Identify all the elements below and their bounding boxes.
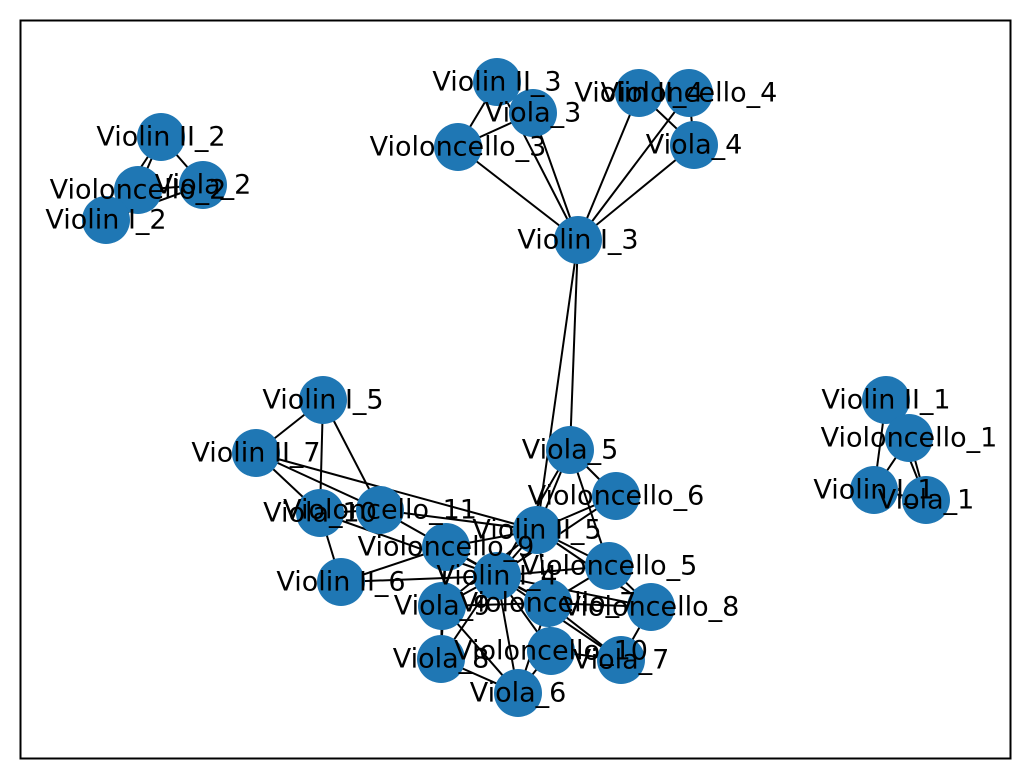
node-label-violin-i-4: Violin I_4 [436, 561, 557, 592]
node-violin-ii-2 [137, 113, 185, 161]
node-label-violoncello-10: Violoncello_10 [454, 636, 648, 667]
node-label-violoncello-8: Violoncello_8 [563, 592, 740, 623]
node-violoncello-3 [434, 123, 482, 171]
node-violin-i-5 [299, 376, 347, 424]
edge-violin-i-3--viola-5 [569, 239, 579, 451]
node-label-violin-ii-4: Violin II_4 [574, 78, 703, 109]
node-violoncello-4 [665, 69, 713, 117]
node-violoncello-9 [422, 523, 470, 571]
edge-violin-i-4--violoncello-8 [496, 575, 652, 608]
node-label-viola-9: Viola_9 [394, 591, 491, 622]
node-label-viola-7: Viola_7 [573, 645, 670, 676]
edge-violin-ii-6--violin-i-4 [340, 575, 498, 583]
node-label-viola-8: Viola_8 [393, 644, 490, 675]
node-label-violoncello-11: Violoncello_11 [283, 495, 477, 526]
edge-violin-ii-4--violin-i-3 [577, 92, 640, 241]
node-label-violin-i-2: Violin I_2 [45, 205, 166, 236]
node-viola-10 [296, 489, 344, 537]
edge-violoncello-3--violin-i-3 [457, 146, 579, 241]
node-viola-8 [417, 635, 465, 683]
node-violin-ii-3 [473, 58, 521, 106]
node-violoncello-10 [527, 627, 575, 675]
node-label-violin-i-1: Violin I_1 [813, 475, 934, 506]
node-viola-1 [902, 476, 950, 524]
node-violin-i-3 [554, 216, 602, 264]
edge-viola-4--violin-i-3 [577, 144, 695, 241]
nodes-layer [82, 58, 950, 717]
node-violoncello-1 [885, 414, 933, 462]
node-violoncello-5 [585, 542, 633, 590]
node-violin-i-4 [473, 552, 521, 600]
node-violoncello-8 [627, 583, 675, 631]
node-violin-ii-5 [513, 506, 561, 554]
node-label-violin-ii-7: Violin II_7 [191, 438, 320, 469]
node-violin-ii-7 [232, 429, 280, 477]
node-label-violoncello-4: Violoncello_4 [601, 78, 778, 109]
node-violoncello-6 [592, 472, 640, 520]
plot-frame [19, 19, 1012, 760]
node-violin-i-2 [82, 196, 130, 244]
node-label-violoncello-6: Violoncello_6 [528, 481, 705, 512]
node-violin-ii-1 [862, 376, 910, 424]
node-label-viola-5: Viola_5 [522, 435, 619, 466]
node-label-violin-i-3: Violin I_3 [517, 225, 638, 256]
node-violoncello-11 [356, 486, 404, 534]
node-viola-4 [670, 121, 718, 169]
edge-violoncello-11--violin-ii-5 [379, 509, 538, 531]
node-viola-9 [418, 582, 466, 630]
node-label-violoncello-2: Violoncello_2 [50, 175, 227, 206]
node-label-violoncello-3: Violoncello_3 [370, 132, 547, 163]
edge-violoncello-4--violin-i-3 [577, 92, 690, 241]
node-violoncello-2 [114, 166, 162, 214]
node-label-viola-6: Viola_6 [470, 678, 567, 709]
node-label-viola-3: Viola_3 [485, 98, 582, 129]
node-violoncello-7 [524, 579, 572, 627]
node-label-violoncello-7: Violoncello_7 [460, 588, 637, 619]
node-label-violin-ii-3: Violin II_3 [432, 67, 561, 98]
node-viola-5 [546, 426, 594, 474]
node-label-viola-4: Viola_4 [646, 130, 743, 161]
node-label-viola-2: Viola_2 [155, 170, 252, 201]
edge-viola-10--violin-i-4 [319, 512, 498, 577]
node-viola-7 [597, 636, 645, 684]
node-label-violin-ii-2: Violin II_2 [96, 122, 225, 153]
node-label-violin-ii-1: Violin II_1 [821, 385, 950, 416]
node-label-violin-ii-5: Violin II_5 [472, 515, 601, 546]
node-label-violin-i-5: Violin I_5 [262, 385, 383, 416]
node-violin-i-1 [850, 466, 898, 514]
node-violin-ii-4 [615, 69, 663, 117]
node-label-violin-ii-6: Violin II_6 [276, 567, 405, 598]
node-viola-3 [509, 89, 557, 137]
node-label-violoncello-1: Violoncello_1 [821, 423, 998, 454]
edge-violin-ii-7--violin-ii-5 [255, 452, 538, 531]
node-label-violoncello-9: Violoncello_9 [358, 532, 535, 563]
edge-violin-i-3--violin-ii-5 [536, 239, 579, 531]
node-label-viola-10: Viola_10 [263, 498, 377, 529]
node-label-viola-1: Viola_1 [878, 485, 975, 516]
node-label-violoncello-5: Violoncello_5 [521, 551, 698, 582]
node-viola-6 [494, 669, 542, 717]
node-viola-2 [179, 161, 227, 209]
node-violin-ii-6 [317, 558, 365, 606]
